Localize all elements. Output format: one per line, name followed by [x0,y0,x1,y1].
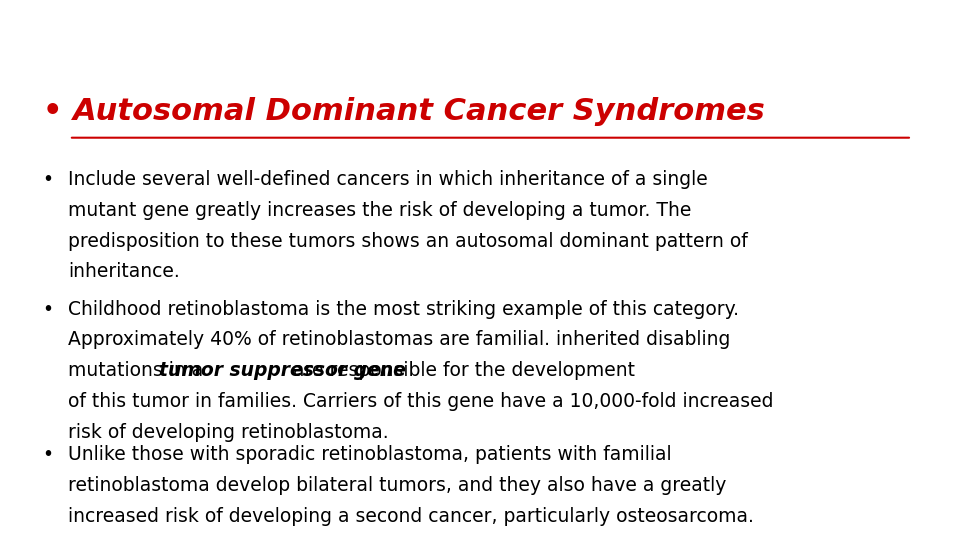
Text: of this tumor in families. Carriers of this gene have a 10,000-fold increased: of this tumor in families. Carriers of t… [68,392,774,411]
Text: inheritance.: inheritance. [68,262,180,281]
Text: •: • [42,170,54,189]
Text: Childhood retinoblastoma is the most striking example of this category.: Childhood retinoblastoma is the most str… [68,300,739,319]
Text: risk of developing retinoblastoma.: risk of developing retinoblastoma. [68,423,389,442]
Text: Unlike those with sporadic retinoblastoma, patients with familial: Unlike those with sporadic retinoblastom… [68,446,672,464]
Text: •: • [42,97,73,126]
Text: predisposition to these tumors shows an autosomal dominant pattern of: predisposition to these tumors shows an … [68,232,748,251]
Text: Autosomal Dominant Cancer Syndromes: Autosomal Dominant Cancer Syndromes [73,97,765,126]
Text: Approximately 40% of retinoblastomas are familial. inherited disabling: Approximately 40% of retinoblastomas are… [68,330,731,349]
Text: •: • [42,300,54,319]
Text: •: • [42,446,54,464]
Text: increased risk of developing a second cancer, particularly osteosarcoma.: increased risk of developing a second ca… [68,507,754,526]
Text: are responsible for the development: are responsible for the development [287,361,636,380]
Text: mutations in a: mutations in a [68,361,209,380]
Text: Include several well-defined cancers in which inheritance of a single: Include several well-defined cancers in … [68,170,708,189]
Text: mutant gene greatly increases the risk of developing a tumor. The: mutant gene greatly increases the risk o… [68,201,691,220]
Text: tumor suppressor gene: tumor suppressor gene [159,361,406,380]
Text: retinoblastoma develop bilateral tumors, and they also have a greatly: retinoblastoma develop bilateral tumors,… [68,476,727,495]
